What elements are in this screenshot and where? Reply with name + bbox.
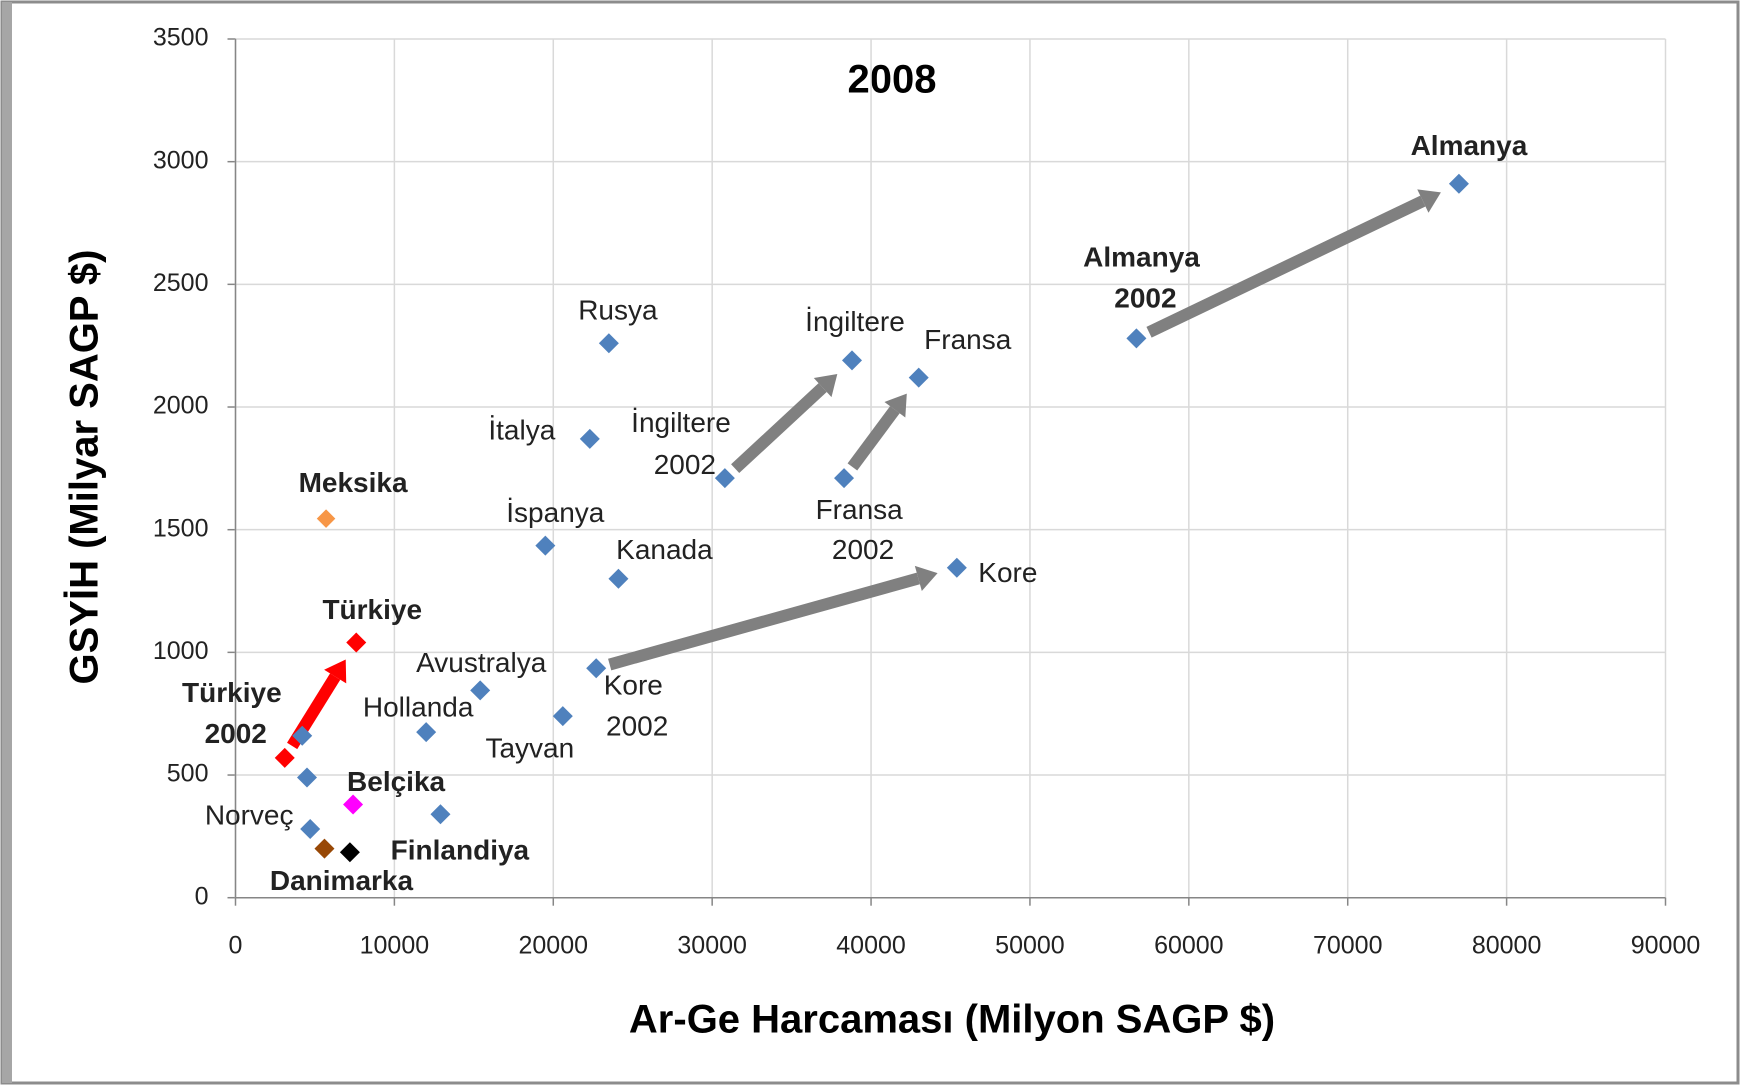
point-label: Fransa [924,324,1012,355]
x-tick-label: 10000 [360,931,430,959]
chart-title: 2008 [848,58,937,102]
point-label: Rusya [578,295,658,326]
y-tick-label: 3000 [153,146,209,174]
data-point [1448,173,1469,194]
point-label: İtalya [488,414,555,445]
y-tick-label: 0 [195,882,209,910]
data-point [346,632,367,653]
data-point [300,819,321,840]
arrow-head [813,373,838,398]
point-label: Belçika [347,766,445,797]
y-tick-label: 1500 [153,514,209,542]
x-tick-label: 40000 [836,931,906,959]
point-label: Meksika [299,467,408,498]
point-label: Danimarka [270,865,414,896]
data-point [714,468,735,489]
data-point [314,838,335,859]
point-label: Almanya 2002 [1083,242,1208,314]
data-point [339,842,360,863]
y-tick-label: 500 [167,760,209,788]
data-point [416,722,437,743]
x-tick-label: 60000 [1154,931,1224,959]
point-label: Fransa 2002 [816,495,911,566]
point-label: İngiltere [805,306,905,337]
data-point [430,804,451,825]
point-label: Norveç [205,799,294,830]
arrow-head [324,659,347,684]
y-tick-label: 1000 [153,637,209,665]
point-label: Türkiye 2002 [182,677,289,749]
point-label: Hollanda [363,691,474,722]
data-point [908,367,929,388]
data-point [598,333,619,354]
point-label: İspanya [506,497,604,528]
data-point [470,680,491,701]
data-point [586,658,607,679]
point-label: İngiltere 2002 [631,408,738,481]
x-axis-title: Ar-Ge Harcaması (Milyon SAGP $) [629,998,1275,1042]
arrow-head [914,565,938,591]
data-point [552,706,573,727]
point-label: Kore [978,557,1037,588]
data-point [292,725,313,746]
data-point [608,568,629,589]
x-tick-label: 80000 [1472,931,1542,959]
point-label: Finlandiya [391,835,530,866]
data-point [535,535,556,556]
data-point [841,350,862,371]
x-tick-label: 70000 [1313,931,1383,959]
arrow-head [1417,189,1441,213]
data-point [343,794,364,815]
data-point [579,428,600,449]
data-point [1126,328,1147,349]
x-tick-label: 20000 [519,931,589,959]
x-tick-label: 0 [229,931,243,959]
point-label: Kanada [616,534,713,565]
x-tick-label: 90000 [1631,931,1701,959]
data-point [834,468,855,489]
point-label: Tayvan [485,733,574,764]
data-point [946,557,967,578]
y-axis-title: GSYİH (Milyar SAGP $) [63,250,107,685]
frame-shadow [2,2,12,1083]
arrow-shaft [847,406,900,471]
x-tick-label: 30000 [677,931,747,959]
data-point [315,507,337,530]
point-label: Kore 2002 [604,670,671,742]
point-label: Türkiye [322,594,422,625]
y-tick-label: 3500 [153,24,209,52]
data-point [274,747,295,768]
point-label: Almanya [1411,130,1528,161]
point-label: Avustralya [416,647,547,678]
y-tick-label: 2500 [153,269,209,297]
arrow-head [884,393,907,418]
data-point [297,767,317,788]
arrow-shaft [731,383,827,474]
y-tick-label: 2000 [153,392,209,420]
arrow-shaft [608,572,920,671]
x-tick-label: 50000 [995,931,1065,959]
arrow-shaft [1146,195,1426,338]
